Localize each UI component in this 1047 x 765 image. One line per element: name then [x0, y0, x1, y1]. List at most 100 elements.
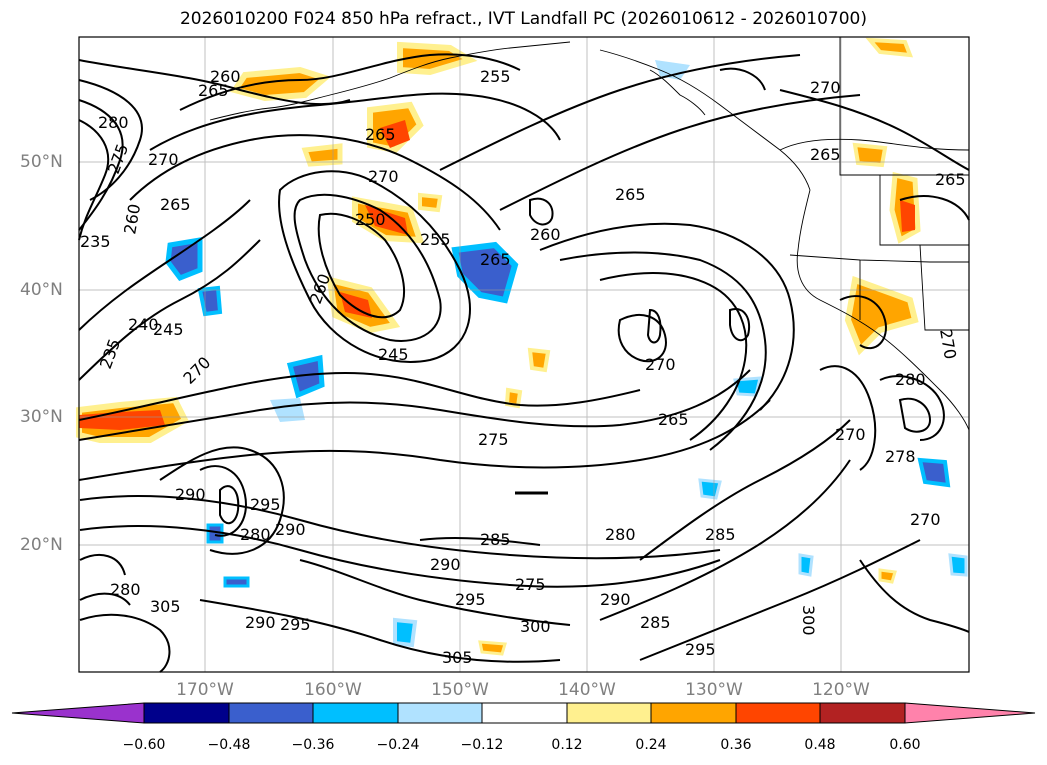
contour-label: 255	[480, 67, 511, 86]
contour-label: 300	[799, 605, 818, 636]
contour-label: 278	[885, 447, 916, 466]
contour-label: 290	[430, 555, 461, 574]
contour-label: 305	[442, 648, 473, 667]
shade-negative	[197, 285, 223, 317]
contour-label: 290	[275, 520, 306, 539]
lon-label-140w: 140°W	[558, 680, 616, 700]
contour-label: 275	[515, 575, 546, 594]
colorbar-tick: 0.12	[551, 737, 583, 753]
shade-positive	[397, 41, 478, 76]
colorbar-tick: −0.60	[122, 737, 166, 753]
colorbar-segment	[735, 702, 821, 724]
contour-label: 285	[640, 613, 671, 632]
shade-negative	[798, 553, 814, 577]
shade-negative	[270, 398, 305, 422]
contour-label: 260	[530, 225, 561, 244]
shade-negative	[655, 60, 690, 80]
contour-label: 275	[478, 430, 509, 449]
contour-label: 295	[280, 615, 311, 634]
contour-label: 260	[210, 67, 241, 86]
shade-positive	[900, 200, 915, 232]
contour-label: 270	[148, 150, 179, 169]
contour-label: 270	[835, 425, 866, 444]
lon-label-120w: 120°W	[812, 680, 870, 700]
colorbar-segment	[228, 702, 314, 724]
contour-label: 255	[420, 230, 451, 249]
contour-label: 280	[240, 525, 271, 544]
contour-label: 265	[935, 170, 966, 189]
lon-label-130w: 130°W	[685, 680, 743, 700]
contour-label: 265	[365, 125, 396, 144]
shade-positive	[504, 387, 523, 409]
shade-negative	[223, 576, 250, 588]
contour-label: 285	[480, 530, 511, 549]
contour-label: 290	[600, 590, 631, 609]
contour-label: 265	[810, 145, 841, 164]
contour-label: 295	[685, 640, 716, 659]
contour-label: 265	[160, 195, 191, 214]
contour-label-group: 260 265 255 280 275 270 265 270 270 265 …	[80, 67, 966, 667]
shade-negative	[286, 354, 325, 399]
contour-label: 270	[810, 78, 841, 97]
plot-area	[79, 37, 969, 672]
contour-label: 295	[250, 495, 281, 514]
contour-label: 280	[98, 113, 129, 132]
contour-label: 280	[895, 370, 926, 389]
shade-positive	[852, 142, 888, 168]
contour-label: 280	[605, 525, 636, 544]
shade-positive	[865, 37, 914, 58]
contour-label: 265	[480, 250, 511, 269]
lat-label-40n: 40°N	[20, 280, 63, 300]
colorbar-tick: 0.24	[635, 737, 667, 753]
colorbar-tick: −0.48	[207, 737, 251, 753]
shade-negative	[206, 523, 224, 544]
shade-negative	[165, 237, 203, 282]
contour-label: 290	[175, 485, 206, 504]
contour-label: 270	[368, 167, 399, 186]
gridlines	[79, 37, 969, 672]
lat-label-50n: 50°N	[20, 152, 63, 172]
contour-label: 265	[615, 185, 646, 204]
colorbar-tick: 0.60	[889, 737, 921, 753]
shade-positive	[230, 66, 332, 102]
shade-positive	[878, 568, 897, 584]
lat-label-20n: 20°N	[20, 535, 63, 555]
shade-positive	[380, 120, 410, 148]
lon-label-150w: 150°W	[431, 680, 489, 700]
shade-negative	[948, 553, 968, 577]
contour-label: 270	[645, 355, 676, 374]
contour-label: 290	[245, 613, 276, 632]
colorbar-right-arrow	[904, 702, 1036, 724]
shade-positive	[527, 347, 551, 373]
map-title: 2026010200 F024 850 hPa refract., IVT La…	[179, 9, 867, 29]
contour-label: 265	[198, 81, 229, 100]
colorbar-tick: −0.36	[291, 737, 335, 753]
colorbar-segment	[650, 702, 737, 724]
contour-label: 295	[455, 590, 486, 609]
colorbar-tick: −0.24	[376, 737, 420, 753]
shade-positive	[340, 292, 372, 318]
colorbar-tick: 0.36	[720, 737, 752, 753]
shaded-regions	[76, 37, 968, 656]
colorbar-segment	[819, 702, 906, 724]
contour-label: 245	[378, 345, 409, 364]
lon-label-170w: 170°W	[176, 680, 234, 700]
colorbar-segment	[481, 702, 568, 724]
shade-negative	[698, 478, 722, 500]
colorbar-segment	[397, 702, 483, 724]
contour-lines	[78, 53, 970, 673]
coastlines	[209, 37, 970, 431]
shade-positive	[365, 205, 408, 235]
shade-negative	[917, 457, 951, 488]
shade-positive	[418, 192, 443, 213]
contour-label: 270	[910, 510, 941, 529]
lon-label-160w: 160°W	[304, 680, 362, 700]
lat-label-30n: 30°N	[20, 407, 63, 427]
colorbar-segment	[143, 702, 230, 724]
shade-positive	[301, 143, 343, 167]
contour-label: 305	[150, 597, 181, 616]
contour-label: 250	[355, 210, 386, 229]
colorbar-segment	[566, 702, 652, 724]
contour-label: 235	[80, 232, 111, 251]
